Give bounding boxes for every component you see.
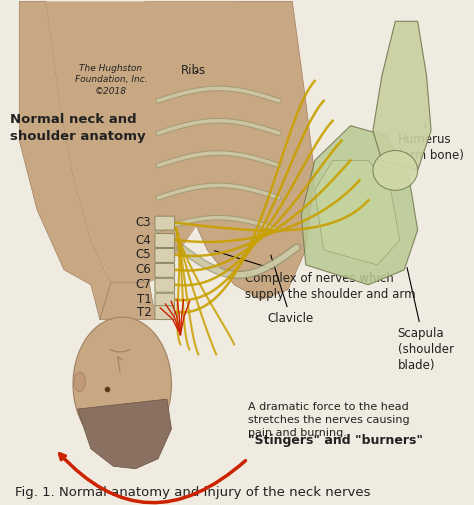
- Text: Complex of nerves which
supply the shoulder and arm: Complex of nerves which supply the shoul…: [214, 251, 416, 301]
- Polygon shape: [301, 126, 418, 285]
- Text: Humerus
(arm bone): Humerus (arm bone): [398, 123, 464, 162]
- Polygon shape: [77, 399, 172, 469]
- Text: C6: C6: [136, 263, 151, 276]
- Text: C7: C7: [136, 278, 151, 291]
- Polygon shape: [315, 161, 400, 265]
- Polygon shape: [100, 282, 156, 320]
- FancyBboxPatch shape: [155, 248, 174, 263]
- Polygon shape: [145, 2, 315, 299]
- Text: "Stingers" and "burners": "Stingers" and "burners": [247, 434, 422, 447]
- Text: Ribs: Ribs: [181, 64, 206, 77]
- FancyBboxPatch shape: [155, 293, 174, 307]
- Text: Clavicle: Clavicle: [268, 255, 314, 325]
- Text: Scapula
(shoulder
blade): Scapula (shoulder blade): [398, 268, 454, 372]
- Ellipse shape: [73, 317, 172, 451]
- Polygon shape: [46, 2, 234, 282]
- FancyBboxPatch shape: [155, 234, 174, 247]
- Text: C5: C5: [136, 248, 151, 262]
- Text: C4: C4: [136, 233, 151, 246]
- Text: T2: T2: [137, 306, 151, 319]
- Text: The Hughston
Foundation, Inc.
©2018: The Hughston Foundation, Inc. ©2018: [75, 64, 147, 96]
- FancyBboxPatch shape: [155, 216, 174, 230]
- Polygon shape: [19, 2, 111, 320]
- Text: Normal neck and
shoulder anatomy: Normal neck and shoulder anatomy: [10, 113, 146, 143]
- FancyBboxPatch shape: [155, 306, 174, 320]
- Text: T1: T1: [137, 293, 151, 306]
- Text: C3: C3: [136, 216, 151, 229]
- Text: Fig. 1. Normal anatomy and injury of the neck nerves: Fig. 1. Normal anatomy and injury of the…: [15, 486, 370, 499]
- Ellipse shape: [74, 372, 85, 392]
- Polygon shape: [373, 21, 431, 170]
- Ellipse shape: [373, 150, 418, 190]
- Text: A dramatic force to the head
stretches the nerves causing
pain and burning.: A dramatic force to the head stretches t…: [247, 401, 409, 438]
- FancyBboxPatch shape: [155, 264, 174, 277]
- FancyBboxPatch shape: [155, 278, 174, 292]
